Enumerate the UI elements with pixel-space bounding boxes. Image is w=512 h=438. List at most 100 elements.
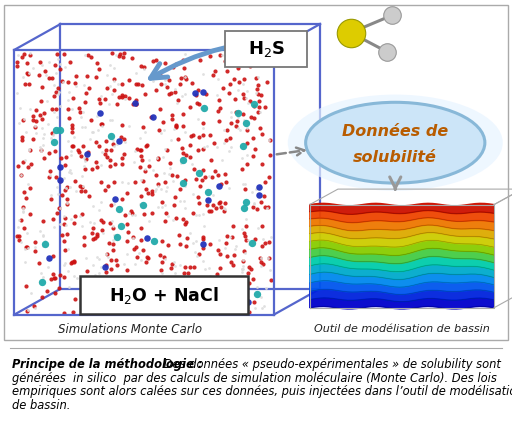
Point	[233, 117, 241, 124]
Point	[59, 237, 68, 244]
Point	[238, 265, 246, 272]
Point	[190, 275, 198, 282]
Polygon shape	[310, 256, 494, 272]
Point	[55, 284, 63, 291]
Point	[49, 132, 57, 139]
Point	[233, 87, 242, 94]
Point	[266, 137, 274, 144]
Point	[37, 269, 46, 276]
Point	[109, 91, 117, 98]
Point	[168, 111, 177, 118]
Point	[179, 110, 187, 117]
Point	[194, 278, 202, 285]
Point	[172, 60, 180, 67]
Point	[131, 286, 139, 293]
Point	[145, 163, 153, 170]
Point	[166, 283, 175, 290]
Point	[62, 231, 71, 238]
Point	[63, 201, 72, 208]
Point	[58, 231, 66, 238]
Point	[18, 205, 27, 212]
Point	[219, 297, 227, 304]
Point	[251, 146, 259, 153]
Point	[161, 76, 169, 83]
Point	[170, 270, 179, 277]
Point	[105, 100, 113, 107]
Point	[37, 61, 46, 68]
Point	[60, 162, 69, 169]
Point	[218, 156, 226, 163]
Point	[60, 260, 69, 267]
Point	[176, 185, 184, 192]
Point	[158, 204, 166, 211]
Point	[70, 134, 78, 141]
Point	[101, 268, 110, 276]
Point	[154, 203, 162, 210]
Point	[238, 268, 246, 276]
Point	[67, 183, 75, 190]
Point	[250, 299, 258, 306]
Point	[86, 219, 94, 226]
Point	[161, 60, 169, 67]
Point	[80, 99, 89, 106]
Point	[144, 254, 152, 261]
Point	[24, 163, 32, 170]
Point	[179, 57, 187, 64]
Point	[242, 215, 250, 223]
Point	[68, 105, 76, 112]
Text: Données de: Données de	[342, 124, 449, 139]
Point	[222, 179, 230, 186]
Point	[110, 201, 118, 208]
Point	[48, 75, 56, 82]
Point	[42, 98, 51, 105]
Point	[56, 204, 65, 211]
Point	[40, 131, 48, 138]
Point	[213, 91, 221, 98]
Point	[255, 184, 264, 191]
Point	[184, 269, 192, 276]
Point	[188, 80, 197, 87]
Point	[224, 54, 232, 61]
Point	[51, 148, 59, 155]
Point	[13, 223, 22, 230]
Point	[50, 130, 58, 137]
Point	[47, 134, 55, 141]
Point	[77, 113, 85, 120]
Point	[161, 146, 169, 153]
Point	[166, 160, 175, 167]
Text: H$_2$O + NaCl: H$_2$O + NaCl	[109, 285, 219, 306]
Point	[236, 126, 244, 133]
Point	[99, 300, 107, 307]
Point	[199, 211, 207, 218]
Point	[199, 245, 207, 252]
Point	[209, 192, 217, 199]
Point	[53, 210, 61, 217]
Point	[166, 265, 175, 272]
Point	[154, 155, 162, 162]
Point	[40, 110, 48, 117]
Point	[252, 284, 261, 291]
Point	[157, 130, 165, 137]
Polygon shape	[310, 211, 494, 223]
Point	[132, 261, 140, 268]
Point	[90, 308, 98, 315]
Point	[172, 122, 180, 129]
Point	[219, 284, 227, 291]
Point	[109, 225, 117, 232]
Point	[234, 110, 242, 117]
Point	[44, 120, 52, 127]
Point	[140, 166, 148, 173]
Point	[19, 73, 27, 80]
Point	[95, 255, 103, 262]
Point	[147, 209, 156, 216]
Point	[250, 201, 258, 208]
Point	[137, 146, 145, 153]
Point	[27, 161, 35, 168]
Point	[45, 264, 53, 271]
Point	[186, 153, 194, 160]
Point	[264, 254, 272, 261]
Point	[258, 161, 266, 168]
Point	[36, 145, 45, 152]
Point	[29, 65, 37, 72]
Point	[79, 142, 87, 149]
